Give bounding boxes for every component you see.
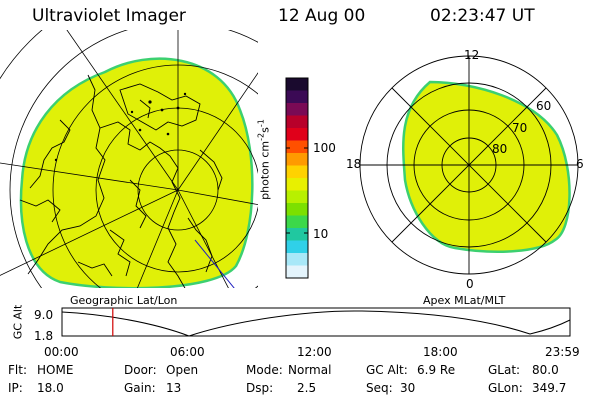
colorbar bbox=[285, 77, 309, 279]
status-mode-key: Mode: bbox=[246, 363, 283, 377]
altitude-track bbox=[61, 310, 571, 337]
status-gain-value: 13 bbox=[166, 381, 182, 395]
colorbar-segment bbox=[286, 115, 308, 129]
colorbar-segment bbox=[286, 140, 308, 154]
colorbar-tick-10: 10 bbox=[313, 227, 329, 241]
magnetic-panel-label: Apex MLat/MLT bbox=[423, 294, 506, 307]
colorbar-segment bbox=[286, 265, 308, 279]
colorbar-segment bbox=[286, 253, 308, 266]
mlt-label-12: 12 bbox=[464, 48, 480, 62]
colorbar-segment bbox=[286, 190, 308, 204]
geographic-panel-label: Geographic Lat/Lon bbox=[70, 294, 178, 307]
mlt-label-18: 18 bbox=[346, 157, 362, 171]
colorbar-segment bbox=[286, 203, 308, 216]
status-mode-value: Normal bbox=[288, 363, 332, 377]
mlt-label-0: 0 bbox=[466, 277, 474, 291]
mlat-label-70: 70 bbox=[512, 121, 528, 135]
colorbar-segment bbox=[286, 103, 308, 116]
magnetic-polar-plot bbox=[359, 55, 579, 275]
status-ip-key: IP: bbox=[8, 381, 23, 395]
colorbar-tick-100: 100 bbox=[313, 141, 336, 155]
status-gcalt-key: GC Alt: bbox=[366, 363, 408, 377]
altitude-tick-max: 9.0 bbox=[34, 308, 54, 322]
mlt-label-6: 6 bbox=[576, 157, 584, 171]
coastlines bbox=[19, 74, 223, 288]
time-tick-0600: 06:00 bbox=[170, 345, 205, 359]
observation-date: 12 Aug 00 bbox=[278, 6, 366, 26]
mlat-label-60: 60 bbox=[536, 99, 552, 113]
altitude-plot bbox=[61, 307, 571, 337]
status-dsp-key: Dsp: bbox=[246, 381, 274, 395]
time-tick-2359: 23:59 bbox=[545, 345, 580, 359]
colorbar-segment bbox=[286, 165, 308, 179]
status-ip-value: 18.0 bbox=[37, 381, 64, 395]
colorbar-segment bbox=[286, 178, 308, 191]
status-dsp-value: 2.5 bbox=[297, 381, 317, 395]
time-tick-0000: 00:00 bbox=[44, 345, 79, 359]
status-glon-key: GLon: bbox=[488, 381, 523, 395]
lakes bbox=[54, 92, 187, 162]
geo-lat-circle bbox=[9, 30, 258, 288]
status-seq-key: Seq: bbox=[366, 381, 393, 395]
altitude-axis-label: GC Alt bbox=[11, 304, 25, 340]
status-flt-key: Flt: bbox=[8, 363, 27, 377]
status-glat-key: GLat: bbox=[488, 363, 521, 377]
geographic-map bbox=[0, 30, 258, 288]
auroral-image-magnetic bbox=[402, 80, 571, 253]
time-tick-1800: 18:00 bbox=[423, 345, 458, 359]
status-gain-key: Gain: bbox=[124, 381, 156, 395]
colorbar-segment bbox=[286, 153, 308, 166]
auroral-image-geographic bbox=[19, 57, 254, 288]
status-flt-value: HOME bbox=[37, 363, 74, 377]
colorbar-segment bbox=[286, 90, 308, 104]
status-door-value: Open bbox=[166, 363, 199, 377]
colorbar-segment bbox=[286, 240, 308, 254]
status-glat-value: 80.0 bbox=[532, 363, 559, 377]
terminator-line bbox=[194, 239, 235, 288]
altitude-tick-min: 1.8 bbox=[34, 329, 54, 343]
time-tick-1200: 12:00 bbox=[297, 345, 332, 359]
status-seq-value: 30 bbox=[400, 381, 416, 395]
colorbar-segment bbox=[286, 215, 308, 229]
mlat-label-80: 80 bbox=[492, 142, 508, 156]
observation-time: 02:23:47 UT bbox=[430, 6, 535, 26]
colorbar-segment bbox=[286, 228, 308, 241]
colorbar-segment bbox=[286, 128, 308, 141]
status-gcalt-value: 6.9 Re bbox=[417, 363, 456, 377]
instrument-title: Ultraviolet Imager bbox=[32, 6, 186, 26]
status-door-key: Door: bbox=[124, 363, 157, 377]
colorbar-segment bbox=[286, 78, 308, 91]
colorbar-unit-label: photon cm-2s-1 bbox=[256, 119, 272, 200]
status-glon-value: 349.7 bbox=[532, 381, 567, 395]
